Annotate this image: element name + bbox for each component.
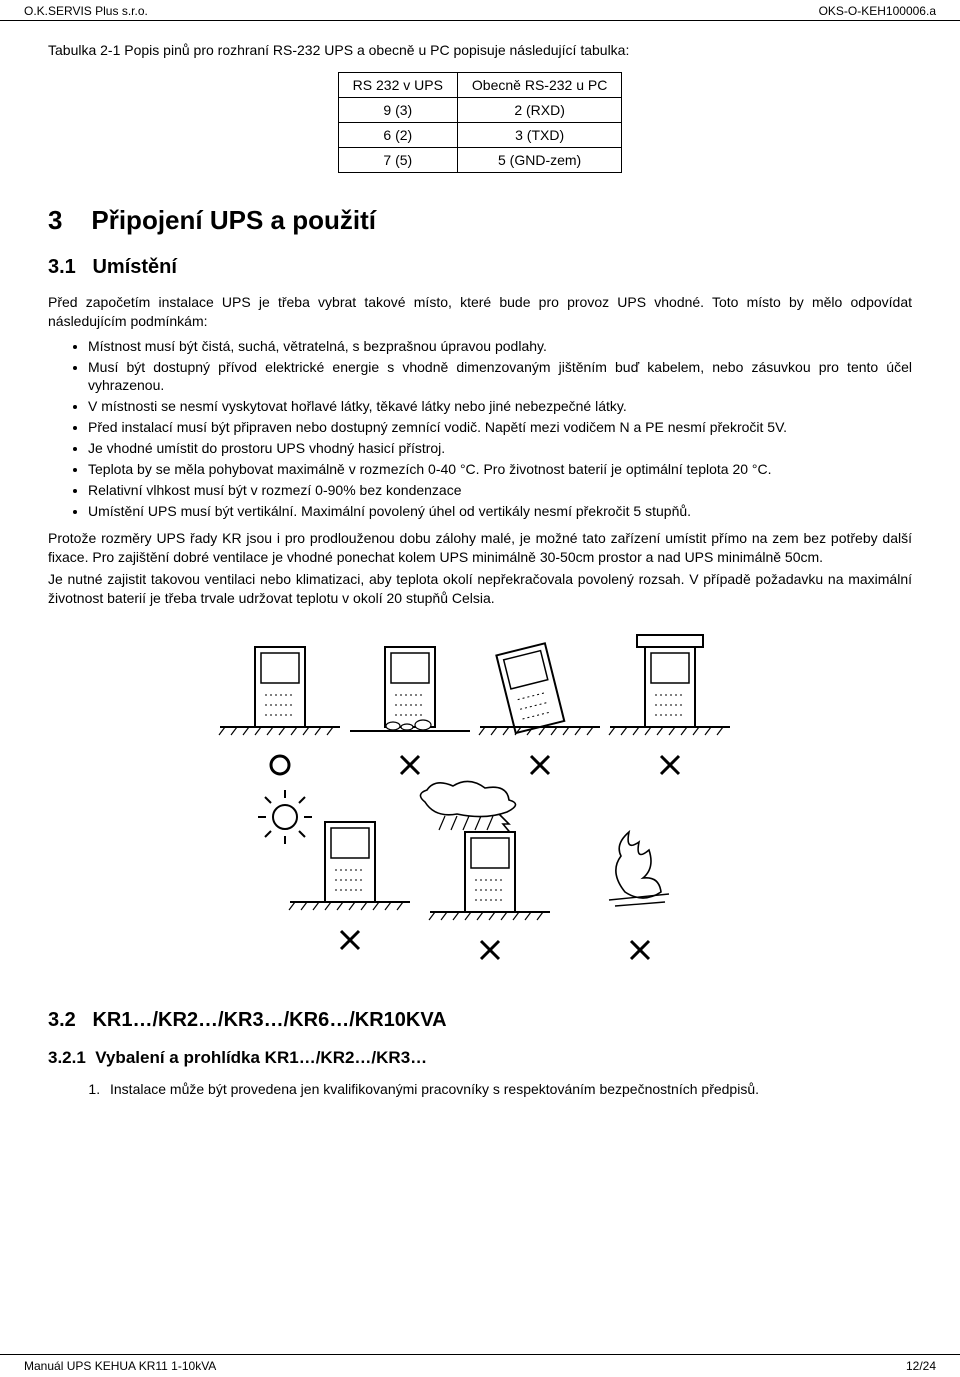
section-3-2-title: KR1…/KR2…/KR3…/KR6…/KR10KVA <box>92 1009 446 1031</box>
placement-figure <box>48 632 912 975</box>
bullet-item: Musí být dostupný přívod elektrické ener… <box>88 358 912 396</box>
pin-table: RS 232 v UPS Obecně RS-232 u PC 9 (3) 2 … <box>338 72 623 173</box>
bullet-item: Je vhodné umístit do prostoru UPS vhodný… <box>88 439 912 458</box>
bullet-item: Před instalací musí být připraven nebo d… <box>88 418 912 437</box>
pin-col-0: RS 232 v UPS <box>338 72 457 97</box>
section-3-title: Připojení UPS a použití <box>91 205 376 235</box>
section-3-2-1-list: Instalace může být provedena jen kvalifi… <box>48 1080 912 1099</box>
section-3-2-number: 3.2 <box>48 1009 76 1031</box>
section-3-1-lead: Před započetím instalace UPS je třeba vy… <box>48 293 912 331</box>
placement-svg <box>215 632 745 972</box>
pin-cell: 5 (GND-zem) <box>457 147 621 172</box>
intro-text: Tabulka 2-1 Popis pinů pro rozhraní RS-2… <box>48 41 912 60</box>
page-footer: Manuál UPS KEHUA KR11 1-10kVA 12/24 <box>0 1354 960 1377</box>
footer-right: 12/24 <box>906 1359 936 1373</box>
section-3-1-heading: 3.1 Umístění <box>48 256 912 279</box>
bullet-item: Relativní vlhkost musí být v rozmezí 0-9… <box>88 481 912 500</box>
bullet-item: Místnost musí být čistá, suchá, větratel… <box>88 337 912 356</box>
section-3-2-heading: 3.2 KR1…/KR2…/KR3…/KR6…/KR10KVA <box>48 1009 912 1032</box>
bullet-item: Umístění UPS musí být vertikální. Maximá… <box>88 502 912 521</box>
page-header: O.K.SERVIS Plus s.r.o. OKS-O-KEH100006.a <box>0 0 960 21</box>
section-3-2-1-heading: 3.2.1 Vybalení a prohlídka KR1…/KR2…/KR3… <box>48 1048 912 1068</box>
header-right: OKS-O-KEH100006.a <box>819 4 936 18</box>
section-3-2-1-number: 3.2.1 <box>48 1048 86 1067</box>
section-3-1-bullets: Místnost musí být čistá, suchá, větratel… <box>48 337 912 521</box>
section-3-1-para-b: Je nutné zajistit takovou ventilaci nebo… <box>48 570 912 608</box>
numlist-item: Instalace může být provedena jen kvalifi… <box>104 1080 912 1099</box>
page-content: Tabulka 2-1 Popis pinů pro rozhraní RS-2… <box>0 21 960 1109</box>
bullet-item: V místnosti se nesmí vyskytovat hořlavé … <box>88 397 912 416</box>
pin-cell: 7 (5) <box>338 147 457 172</box>
pin-col-1: Obecně RS-232 u PC <box>457 72 621 97</box>
pin-cell: 6 (2) <box>338 122 457 147</box>
section-3-1-number: 3.1 <box>48 256 76 278</box>
section-3-number: 3 <box>48 205 62 235</box>
pin-cell: 2 (RXD) <box>457 97 621 122</box>
header-left: O.K.SERVIS Plus s.r.o. <box>24 4 148 18</box>
section-3-heading: 3 Připojení UPS a použití <box>48 205 912 236</box>
bullet-item: Teplota by se měla pohybovat maximálně v… <box>88 460 912 479</box>
section-3-2-1-title: Vybalení a prohlídka KR1…/KR2…/KR3… <box>95 1048 427 1067</box>
footer-left: Manuál UPS KEHUA KR11 1-10kVA <box>24 1359 216 1373</box>
section-3-1-para-a: Protože rozměry UPS řady KR jsou i pro p… <box>48 529 912 567</box>
pin-cell: 3 (TXD) <box>457 122 621 147</box>
pin-cell: 9 (3) <box>338 97 457 122</box>
section-3-1-title: Umístění <box>92 256 176 278</box>
